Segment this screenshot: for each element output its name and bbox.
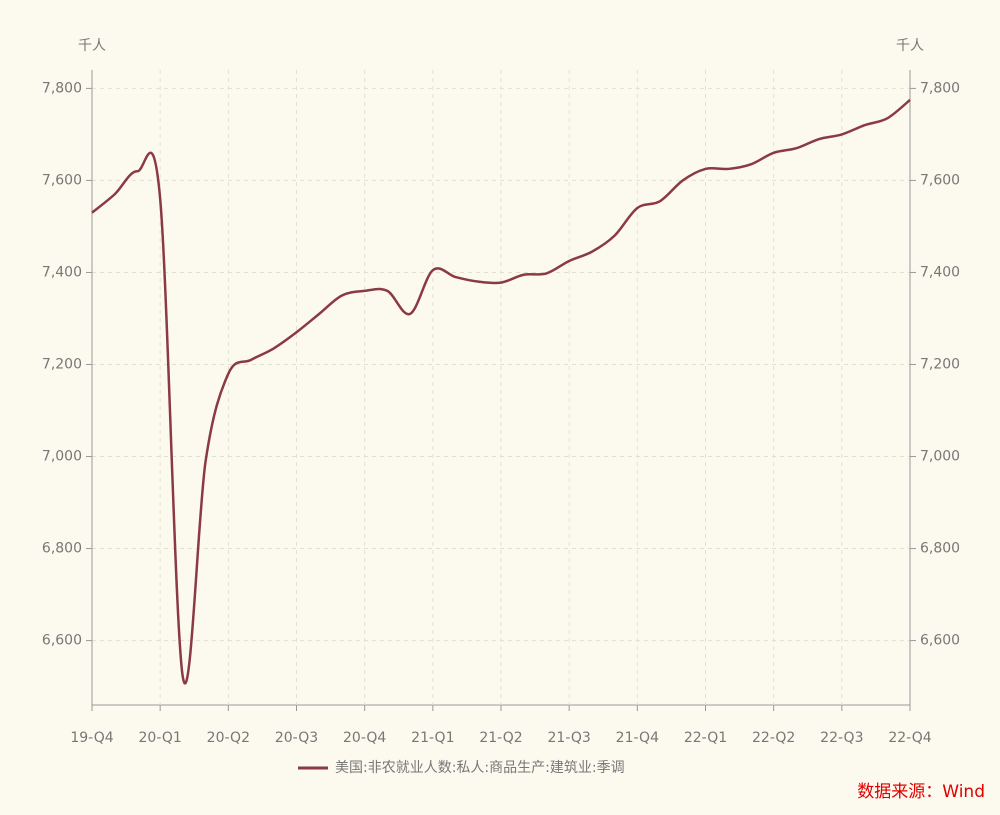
x-tick-label: 20-Q1 — [139, 730, 182, 746]
y-tick-label: 7,200 — [42, 356, 82, 372]
x-tick-label: 22-Q2 — [752, 730, 795, 746]
y2-tick-label: 7,400 — [920, 264, 960, 280]
y2-tick-label: 7,600 — [920, 172, 960, 188]
source: 数据来源：Wind — [857, 782, 985, 802]
x-tick-label: 20-Q2 — [207, 730, 250, 746]
x-tick-label: 22-Q1 — [684, 730, 727, 746]
y-unit-left: 千人 — [78, 38, 106, 54]
y-tick-label: 7,800 — [42, 80, 82, 96]
legend-label: 美国:非农就业人数:私人:商品生产:建筑业:季调 — [335, 760, 625, 776]
x-tick-label: 20-Q4 — [343, 730, 386, 746]
x-tick-label: 22-Q3 — [820, 730, 863, 746]
x-tick-label: 19-Q4 — [70, 730, 113, 746]
y2-tick-label: 7,800 — [920, 80, 960, 96]
y2-tick-label: 7,000 — [920, 449, 960, 465]
x-tick-label: 21-Q1 — [411, 730, 454, 746]
y2-tick-label: 6,600 — [920, 633, 960, 649]
x-tick-label: 20-Q3 — [275, 730, 318, 746]
y-tick-label: 6,600 — [42, 633, 82, 649]
x-tick-label: 21-Q3 — [548, 730, 591, 746]
x-tick-label: 21-Q2 — [479, 730, 522, 746]
y-tick-label: 6,800 — [42, 541, 82, 557]
x-tick-label: 22-Q4 — [888, 730, 931, 746]
y-tick-label: 7,000 — [42, 449, 82, 465]
x-tick-label: 21-Q4 — [616, 730, 659, 746]
line-series — [91, 98, 911, 685]
y-unit-right: 千人 — [896, 38, 924, 54]
y2-tick-label: 7,200 — [920, 356, 960, 372]
y2-tick-label: 6,800 — [920, 541, 960, 557]
y-tick-label: 7,400 — [42, 264, 82, 280]
y-tick-label: 7,600 — [42, 172, 82, 188]
